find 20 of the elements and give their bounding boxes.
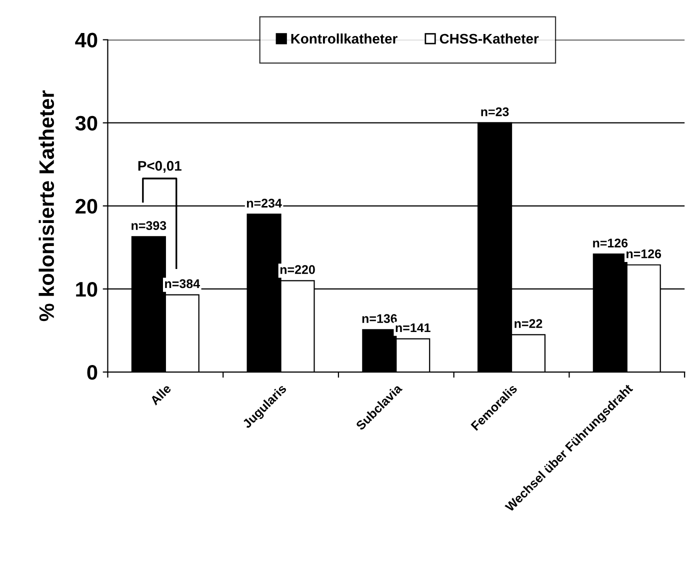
annotation: n=23: [481, 107, 509, 116]
annotation: n=22: [514, 319, 542, 328]
y-tick-label: 10: [76, 282, 98, 297]
annotation: n=141: [396, 323, 430, 332]
y-tick-label: 0: [87, 365, 98, 380]
annotation: n=220: [280, 265, 315, 274]
annotation: n=384: [165, 279, 200, 288]
legend-label: Kontrollkatheter: [291, 33, 398, 44]
annotation: n=136: [362, 314, 397, 324]
annotation: n=393: [132, 221, 166, 230]
y-axis-title: % kolonisierte Katheter: [38, 90, 54, 322]
y-tick-label: 20: [76, 198, 98, 214]
annotation: n=126: [593, 238, 628, 248]
x-tick-label: Alle: [149, 383, 172, 406]
annotation: P<0,01: [138, 160, 182, 173]
legend-label: CHSS-Katheter: [440, 33, 539, 44]
y-tick-label: 40: [75, 32, 98, 48]
annotation: n=234: [246, 198, 282, 208]
annotation: n=126: [626, 249, 662, 258]
y-tick-label: 30: [75, 116, 98, 131]
